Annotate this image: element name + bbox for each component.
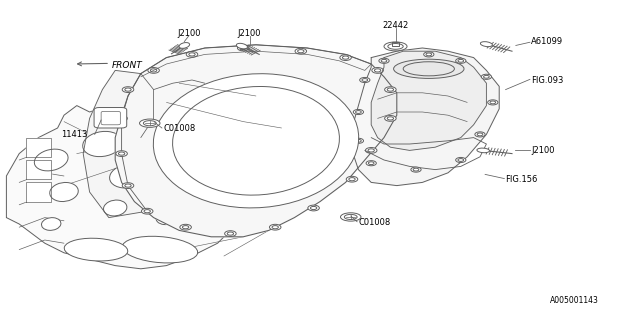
Text: FRONT: FRONT: [112, 61, 143, 70]
Text: A005001143: A005001143: [550, 296, 599, 305]
Ellipse shape: [154, 74, 358, 208]
Ellipse shape: [156, 211, 177, 225]
Ellipse shape: [236, 43, 248, 49]
Ellipse shape: [477, 148, 490, 153]
Polygon shape: [371, 51, 486, 150]
Text: 22442: 22442: [382, 21, 409, 30]
Ellipse shape: [163, 156, 195, 177]
Ellipse shape: [180, 224, 191, 230]
Ellipse shape: [269, 224, 281, 230]
Ellipse shape: [122, 236, 198, 263]
Ellipse shape: [481, 42, 492, 47]
Ellipse shape: [122, 87, 134, 92]
Ellipse shape: [116, 151, 127, 156]
Text: J2100: J2100: [238, 29, 261, 38]
FancyBboxPatch shape: [94, 108, 127, 128]
Ellipse shape: [42, 218, 61, 230]
Ellipse shape: [128, 126, 154, 142]
Polygon shape: [83, 70, 147, 218]
Polygon shape: [26, 160, 51, 179]
Ellipse shape: [116, 116, 127, 121]
Ellipse shape: [365, 148, 377, 153]
Ellipse shape: [229, 166, 257, 186]
Ellipse shape: [225, 231, 236, 236]
Polygon shape: [392, 42, 399, 46]
Ellipse shape: [141, 208, 153, 214]
Ellipse shape: [360, 77, 370, 83]
Ellipse shape: [340, 55, 351, 60]
Ellipse shape: [353, 138, 364, 143]
Text: A61099: A61099: [531, 37, 563, 46]
Ellipse shape: [64, 238, 128, 261]
Text: FIG.093: FIG.093: [531, 76, 564, 84]
Ellipse shape: [308, 205, 319, 211]
Ellipse shape: [179, 189, 205, 208]
Ellipse shape: [481, 74, 492, 79]
Ellipse shape: [424, 52, 434, 57]
Text: 11413: 11413: [61, 130, 87, 139]
Ellipse shape: [385, 116, 396, 121]
Ellipse shape: [411, 167, 421, 172]
Polygon shape: [192, 138, 218, 154]
Ellipse shape: [456, 157, 466, 163]
Polygon shape: [26, 138, 51, 157]
Ellipse shape: [140, 119, 160, 127]
Ellipse shape: [394, 59, 464, 78]
Ellipse shape: [265, 147, 285, 161]
Ellipse shape: [353, 109, 364, 115]
Ellipse shape: [488, 100, 498, 105]
Ellipse shape: [340, 213, 361, 221]
Ellipse shape: [50, 182, 78, 202]
Text: J2100: J2100: [177, 29, 200, 38]
Ellipse shape: [385, 87, 396, 92]
Polygon shape: [6, 106, 333, 269]
Ellipse shape: [122, 183, 134, 188]
Ellipse shape: [456, 58, 466, 63]
Ellipse shape: [346, 176, 358, 182]
Ellipse shape: [237, 45, 249, 51]
Ellipse shape: [179, 43, 189, 48]
Text: J2100: J2100: [531, 146, 555, 155]
Ellipse shape: [104, 200, 127, 216]
Text: C01008: C01008: [163, 124, 195, 132]
Ellipse shape: [372, 68, 383, 73]
Text: FIG.156: FIG.156: [506, 175, 538, 184]
Ellipse shape: [295, 48, 307, 54]
Ellipse shape: [212, 136, 236, 152]
Ellipse shape: [83, 132, 122, 156]
Ellipse shape: [35, 149, 68, 171]
Text: C01008: C01008: [358, 218, 390, 227]
Ellipse shape: [148, 68, 159, 73]
Ellipse shape: [186, 52, 198, 57]
Polygon shape: [26, 182, 51, 202]
Ellipse shape: [475, 132, 485, 137]
Polygon shape: [224, 147, 256, 166]
Polygon shape: [115, 45, 397, 237]
FancyBboxPatch shape: [101, 111, 120, 125]
Ellipse shape: [109, 164, 147, 188]
Ellipse shape: [379, 58, 389, 63]
Polygon shape: [352, 48, 499, 186]
Ellipse shape: [384, 42, 407, 51]
Ellipse shape: [366, 161, 376, 166]
